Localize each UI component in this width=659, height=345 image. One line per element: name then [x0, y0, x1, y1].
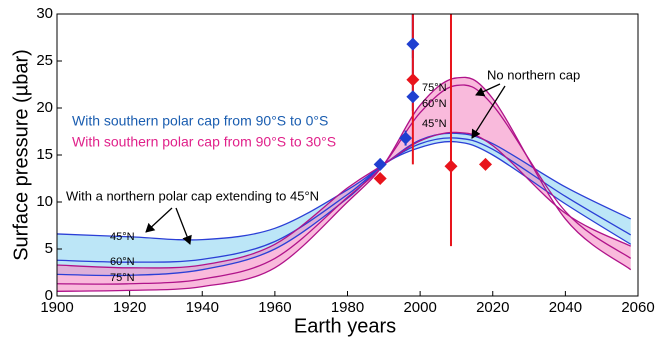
y-tick-label: 5: [45, 240, 53, 257]
y-tick-label: 10: [36, 193, 53, 210]
arrow: [475, 83, 501, 97]
annotation: With a northern polar cap extending to 4…: [66, 188, 319, 203]
annotation: With southern polar cap from 90°S to 30°…: [72, 134, 336, 150]
y-tick-label: 30: [36, 5, 53, 22]
data-point: [399, 131, 413, 145]
arrow: [471, 85, 506, 139]
annotation: 75°N: [110, 272, 135, 284]
x-tick-label: 1920: [113, 299, 146, 316]
y-axis-label: Surface pressure (µbar): [10, 49, 32, 261]
x-tick-label: 1960: [258, 299, 291, 316]
data-point: [406, 73, 420, 87]
annotation: 45°N: [110, 231, 135, 243]
data-point: [406, 37, 420, 51]
x-tick-label: 1940: [186, 299, 219, 316]
x-tick-label: 2020: [476, 299, 509, 316]
y-tick-label: 20: [36, 99, 53, 116]
plot-area: [57, 14, 632, 292]
x-tick-label: 2060: [621, 299, 654, 316]
data-point: [406, 90, 420, 104]
y-tick-label: 0: [45, 287, 53, 304]
annotation: 60°N: [110, 256, 135, 268]
y-tick-label: 25: [36, 52, 53, 69]
annotation: With southern polar cap from 90°S to 0°S: [72, 113, 328, 129]
x-axis-label: Earth years: [294, 315, 396, 337]
x-tick-label: 2000: [403, 299, 436, 316]
annotation: No northern cap: [487, 67, 580, 82]
x-tick-label: 1900: [40, 299, 73, 316]
y-tick-label: 15: [36, 146, 53, 163]
x-tick-label: 1980: [331, 299, 364, 316]
data-point: [478, 157, 492, 171]
data-point: [373, 172, 387, 185]
annotation: 45°N: [422, 118, 447, 130]
data-point: [444, 159, 458, 173]
x-tick-label: 2040: [549, 299, 582, 316]
annotation: 75°N: [422, 82, 447, 94]
data-point: [373, 157, 387, 171]
annotation: 60°N: [422, 98, 447, 110]
band-area: [57, 77, 631, 292]
arrow: [175, 207, 192, 245]
arrow: [145, 207, 173, 233]
arrows: [145, 83, 506, 245]
